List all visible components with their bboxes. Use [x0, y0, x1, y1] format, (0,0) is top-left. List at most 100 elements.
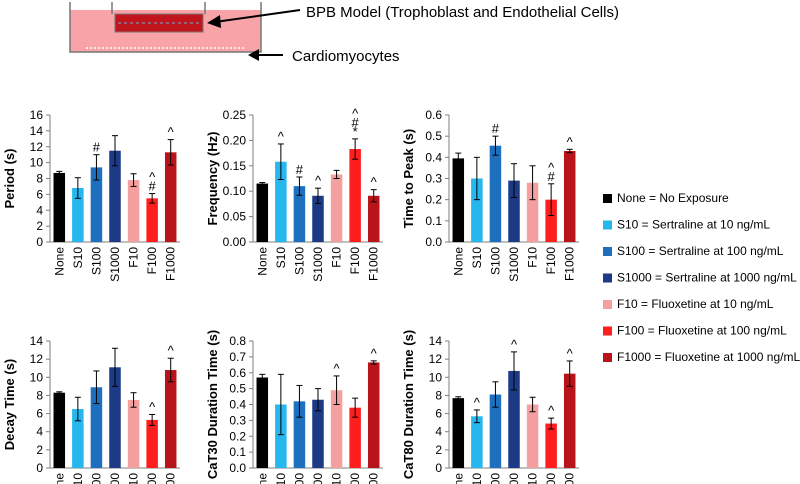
bar-f1000: [563, 150, 576, 242]
bar-f10: [526, 404, 539, 468]
x-tick-label: S10: [71, 473, 85, 484]
significance-marker: ^: [548, 403, 555, 418]
bar-s10: [72, 409, 84, 468]
y-tick-label: 0.1: [229, 445, 246, 459]
significance-symbol: ^: [168, 343, 175, 358]
bar-none: [53, 172, 66, 242]
significance-marker: ^: [567, 134, 574, 149]
significance-marker: ^: [168, 343, 175, 358]
y-tick-label: 0: [435, 461, 442, 475]
chart-panel: 0.0 0.1 0.2 0.3 0.4 0.5 0.6 Time to Peak (s) Non…: [401, 108, 579, 282]
x-tick-label: S1000: [507, 247, 521, 282]
legend-swatch-f1000: [603, 353, 612, 362]
y-tick-label: 0.8: [229, 334, 246, 348]
bar-f100: [146, 419, 158, 468]
chart-panel: 0 2 4 6 8 10 12 14 Decay Time (s) None S10 S100 S100…: [2, 334, 180, 484]
significance-symbol: ^: [548, 160, 555, 175]
significance-symbol: #: [149, 179, 157, 194]
x-tick-label: S1000: [507, 473, 521, 484]
y-tick-label: 0.1: [425, 214, 442, 228]
chart-panel: 0.0 0.1 0.2 0.30.4 0.5 0.6 0.7 0.8 CaT30 Duratio…: [205, 330, 383, 484]
x-tick-label: S1000: [311, 247, 325, 282]
y-tick-label: 0.0: [425, 235, 442, 249]
x-tick-label: None: [52, 473, 66, 484]
bar-s1000: [508, 370, 520, 468]
y-tick-label: 6: [36, 187, 43, 201]
bar-s100: [293, 401, 306, 468]
legend: None = No Exposure S10 = Sertraline at 10…: [603, 191, 800, 364]
significance-symbol: #: [352, 115, 360, 130]
significance-symbol: #: [492, 121, 500, 136]
bar-none: [452, 158, 465, 242]
y-tick-label: 4: [435, 425, 442, 439]
significance-marker: ^: [278, 129, 285, 144]
bar-f10: [330, 390, 343, 468]
cardio-arrowhead: [248, 49, 259, 61]
significance-marker: ^: [567, 346, 574, 361]
y-axis-label: CaT80 Duration Time (s): [401, 330, 416, 479]
y-tick-label: 14: [429, 334, 443, 348]
cardiomyocytes-label: Cardiomyocytes: [292, 48, 400, 65]
bar-f1000: [164, 152, 177, 242]
bar-s10: [471, 416, 483, 468]
x-tick-label: F1000: [367, 247, 381, 281]
bar-s1000: [508, 180, 520, 242]
bar-s1000: [109, 150, 121, 242]
significance-symbol: *: [353, 124, 358, 139]
x-tick-label: None: [52, 247, 66, 276]
significance-symbol: ^: [371, 346, 378, 361]
legend-swatch-s1000: [603, 273, 612, 283]
y-tick-label: 14: [30, 334, 44, 348]
significance-marker: ^: [168, 125, 175, 140]
x-tick-label: None: [451, 247, 465, 276]
x-tick-label: F100: [544, 473, 558, 484]
y-tick-label: 14: [30, 124, 44, 138]
legend-swatch-s100: [603, 247, 612, 256]
chart-panel: 0 2 4 6 8 10 12 14 CaT80 Duration Time (s) None S1…: [401, 330, 579, 484]
legend-swatch-s10: [603, 220, 612, 230]
legend-label: S100 = Sertraline at 100 ng/mL: [617, 244, 784, 258]
significance-symbol: ^: [352, 106, 359, 121]
y-tick-label: 0.7: [229, 350, 246, 364]
significance-symbol: ^: [315, 173, 322, 188]
significance-symbol: ^: [511, 337, 518, 352]
bar-f10: [127, 399, 140, 468]
x-tick-label: F100: [145, 473, 159, 484]
legend-swatch-f100: [603, 326, 612, 336]
significance-marker: ^ #: [548, 160, 556, 184]
y-tick-label: 0.25: [223, 108, 247, 122]
significance-marker: ^: [149, 399, 156, 414]
bar-f1000: [367, 362, 380, 468]
y-tick-label: 12: [429, 352, 443, 366]
significance-marker: ^: [371, 175, 378, 190]
significance-symbol: ^: [334, 361, 341, 376]
x-tick-label: S10: [274, 247, 288, 269]
bar-s1000: [312, 195, 324, 242]
y-tick-label: 0.0: [229, 461, 246, 475]
y-tick-label: 16: [30, 108, 44, 122]
y-tick-label: 0.5: [425, 129, 442, 143]
bar-f1000: [563, 373, 576, 468]
x-tick-label: F10: [526, 473, 540, 484]
significance-marker: ^: [474, 395, 481, 410]
x-tick-label: S100: [488, 473, 502, 484]
bpb-arrowhead: [207, 15, 221, 28]
x-tick-label: S100: [292, 473, 306, 484]
significance-symbol: ^: [149, 399, 156, 414]
y-tick-label: 4: [36, 203, 43, 217]
bar-s100: [90, 387, 103, 468]
bar-f100: [349, 407, 361, 468]
x-tick-label: S10: [470, 247, 484, 269]
x-tick-label: S10: [71, 247, 85, 269]
y-tick-label: 0.5: [229, 382, 246, 396]
cell-insert: [114, 13, 204, 33]
bar-f1000: [367, 195, 380, 242]
y-axis-label: Decay Time (s): [2, 359, 17, 451]
y-axis-label: Time to Peak (s): [401, 129, 416, 228]
x-tick-label: S10: [470, 473, 484, 484]
x-tick-label: F1000: [164, 247, 178, 281]
y-tick-label: 0.20: [223, 133, 247, 147]
